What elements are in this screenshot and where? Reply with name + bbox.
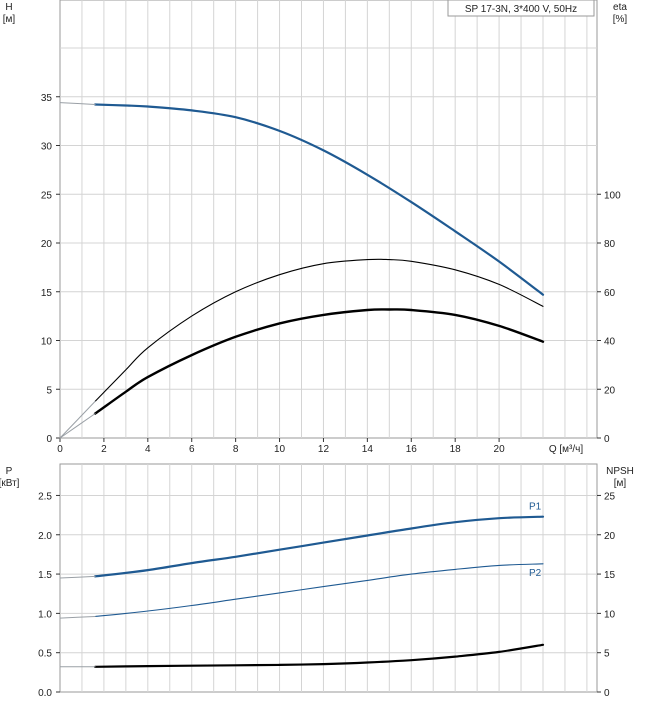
- right-axis-tick-label: 25: [604, 491, 616, 502]
- series-line-eta-thick: [93, 308, 545, 415]
- series-line-h: [94, 103, 545, 296]
- right-axis-tick-label: 40: [604, 337, 616, 348]
- series-line-eta-ext: [59, 400, 96, 439]
- left-axis-tick-label: 35: [41, 93, 53, 104]
- left-axis-tick-label: 1.0: [38, 609, 52, 620]
- x-axis-tick-label: 20: [494, 444, 506, 455]
- series-line-eta: [94, 258, 544, 402]
- series-line-eta-thick-ext: [59, 413, 96, 439]
- title-box: [447, 0, 595, 17]
- right-axis-unit: [%]: [613, 14, 628, 25]
- left-axis-unit: [м]: [3, 14, 16, 25]
- right-axis-tick-label: 100: [604, 190, 621, 201]
- x-axis-tick-label: 10: [274, 444, 286, 455]
- series-label-p2: P2: [529, 568, 542, 579]
- x-axis-tick-label: 12: [318, 444, 330, 455]
- left-axis-tick-label: 2.0: [38, 531, 52, 542]
- x-axis-label: Q [м³/ч]: [549, 444, 584, 455]
- x-axis-tick-label: 4: [145, 444, 151, 455]
- series-line-p1-ext: [59, 575, 96, 579]
- right-axis-tick-label: 20: [604, 385, 616, 396]
- x-axis-tick-label: 6: [189, 444, 195, 455]
- x-axis-tick-label: 16: [406, 444, 418, 455]
- left-axis-tick-label: 0.5: [38, 649, 52, 660]
- right-axis-tick-label: 20: [604, 531, 616, 542]
- right-axis-label: eta: [613, 2, 627, 13]
- series-line-h-ext: [59, 102, 96, 105]
- top-panel-hq-eta: 0 5 10 15 20 25 30 35 0 20 40 60 80 100 H[м] eta[%] 0 2 4 6…: [3, 0, 628, 455]
- right-axis-tick-label: 15: [604, 570, 616, 581]
- series-line-npsh: [94, 643, 545, 668]
- series-line-p2-ext: [59, 616, 96, 619]
- left-axis-tick-label: 25: [41, 190, 53, 201]
- right-axis-tick-label: 60: [604, 288, 616, 299]
- x-axis-tick-label: 0: [57, 444, 63, 455]
- chart-title: SP 17-3N, 3*400 V, 50Hz: [465, 4, 577, 15]
- left-axis-tick-label: 30: [41, 142, 53, 153]
- left-axis-tick-label: 15: [41, 288, 53, 299]
- x-axis-tick-label: 18: [450, 444, 462, 455]
- plot-frame: [59, 463, 598, 693]
- plot-frame: [59, 0, 598, 439]
- left-axis-tick-label: 1.5: [38, 570, 52, 581]
- left-axis-tick-label: 20: [41, 239, 53, 250]
- left-axis-label: H: [5, 2, 12, 13]
- left-axis-tick-label: 0: [46, 434, 52, 445]
- right-axis-tick-label: 10: [604, 609, 616, 620]
- right-axis-label: NPSH: [606, 466, 634, 477]
- x-axis-tick-label: 14: [362, 444, 374, 455]
- left-axis-unit: [кВт]: [0, 478, 20, 489]
- right-axis-unit: [м]: [614, 478, 627, 489]
- left-axis-tick-label: 5: [46, 385, 52, 396]
- series-line-p1: [94, 515, 545, 578]
- right-axis-tick-label: 0: [604, 434, 610, 445]
- x-axis-tick-label: 8: [233, 444, 239, 455]
- bottom-panel-power-npsh: 0.0 0.5 1.0 1.5 2.0 2.5 0 5 10 15 20 25 P[кВт] NPSH[м…: [0, 463, 634, 699]
- left-axis-tick-label: 2.5: [38, 491, 52, 502]
- left-axis-tick-label: 0.0: [38, 688, 52, 699]
- series-label-p1: P1: [529, 502, 542, 513]
- series-line-p2: [94, 563, 544, 618]
- right-axis-tick-label: 0: [604, 688, 610, 699]
- right-axis-tick-label: 5: [604, 649, 610, 660]
- left-axis-label: P: [6, 466, 13, 477]
- right-axis-tick-label: 80: [604, 239, 616, 250]
- left-axis-tick-label: 10: [41, 337, 53, 348]
- x-axis-tick-label: 2: [101, 444, 107, 455]
